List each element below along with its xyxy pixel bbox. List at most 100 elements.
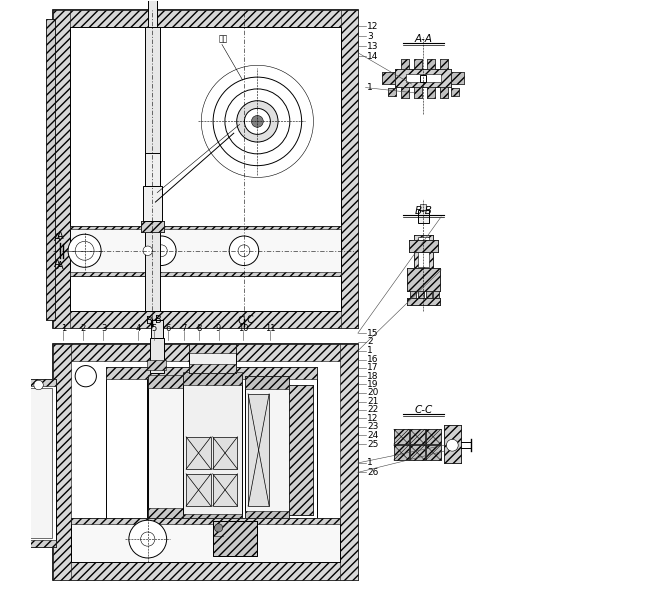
- Circle shape: [34, 380, 43, 390]
- Bar: [414, 234, 433, 270]
- Bar: [213, 521, 257, 556]
- Bar: [451, 88, 458, 96]
- Bar: [401, 87, 409, 98]
- Text: 10: 10: [238, 324, 248, 333]
- Bar: [451, 72, 464, 84]
- Circle shape: [230, 236, 259, 266]
- Bar: [213, 437, 237, 469]
- Bar: [407, 298, 440, 305]
- Bar: [106, 367, 317, 379]
- Bar: [389, 88, 396, 96]
- Bar: [14, 391, 23, 535]
- Bar: [25, 388, 52, 538]
- Bar: [151, 320, 162, 338]
- Bar: [14, 391, 23, 535]
- Bar: [410, 445, 424, 460]
- Bar: [53, 344, 358, 580]
- Bar: [440, 87, 448, 98]
- Text: 15: 15: [367, 329, 379, 337]
- Text: 17: 17: [367, 364, 379, 372]
- Bar: [407, 268, 440, 291]
- Bar: [213, 521, 257, 556]
- Bar: [186, 474, 211, 506]
- Circle shape: [183, 537, 205, 558]
- Bar: [434, 291, 439, 299]
- Bar: [149, 469, 164, 474]
- Bar: [147, 359, 166, 370]
- Bar: [53, 10, 358, 328]
- Bar: [189, 364, 236, 373]
- Text: A: A: [53, 233, 60, 243]
- Text: A: A: [57, 260, 64, 270]
- Text: 19: 19: [367, 380, 379, 389]
- Bar: [149, 446, 164, 451]
- Text: 3: 3: [367, 31, 373, 41]
- Bar: [70, 226, 342, 229]
- Bar: [418, 237, 429, 267]
- Bar: [149, 454, 164, 459]
- Bar: [410, 291, 417, 299]
- Circle shape: [75, 365, 96, 387]
- Bar: [426, 429, 441, 444]
- Bar: [183, 514, 242, 527]
- Bar: [183, 373, 242, 527]
- Bar: [53, 344, 71, 580]
- Text: 4: 4: [136, 324, 141, 333]
- Bar: [145, 27, 160, 311]
- Bar: [149, 338, 164, 373]
- Text: 5: 5: [151, 324, 156, 333]
- Bar: [186, 437, 211, 469]
- Bar: [70, 226, 342, 276]
- Bar: [410, 429, 424, 444]
- Bar: [426, 291, 432, 299]
- Text: 21: 21: [367, 397, 379, 406]
- Text: 26: 26: [367, 468, 379, 477]
- Bar: [410, 429, 424, 444]
- Text: 22: 22: [367, 406, 379, 415]
- Bar: [389, 88, 396, 96]
- Bar: [409, 240, 438, 252]
- Bar: [141, 221, 164, 232]
- Text: 11: 11: [265, 324, 275, 333]
- Bar: [149, 477, 164, 482]
- Bar: [53, 344, 358, 361]
- Text: A: A: [53, 259, 60, 269]
- Circle shape: [68, 234, 101, 267]
- Bar: [70, 27, 342, 311]
- Bar: [382, 72, 395, 84]
- Bar: [426, 429, 441, 444]
- Text: A: A: [57, 231, 64, 241]
- Text: C: C: [247, 314, 254, 324]
- Circle shape: [215, 524, 223, 532]
- Bar: [141, 221, 164, 232]
- Bar: [414, 59, 422, 69]
- Bar: [414, 59, 422, 69]
- Bar: [149, 484, 164, 489]
- Circle shape: [244, 109, 271, 135]
- Bar: [189, 344, 236, 353]
- Bar: [147, 379, 166, 527]
- Bar: [427, 59, 435, 69]
- Bar: [426, 291, 432, 299]
- Text: B: B: [146, 316, 153, 326]
- Text: 7: 7: [182, 324, 187, 333]
- Bar: [394, 429, 409, 444]
- Bar: [421, 204, 426, 210]
- Bar: [418, 210, 429, 223]
- Bar: [148, 508, 192, 521]
- Circle shape: [201, 65, 314, 177]
- Bar: [427, 87, 435, 98]
- Bar: [21, 379, 56, 547]
- Text: 軸承: 軸承: [219, 34, 228, 43]
- Bar: [451, 88, 458, 96]
- Bar: [444, 425, 460, 463]
- Circle shape: [252, 116, 263, 127]
- Bar: [382, 72, 395, 84]
- Bar: [409, 240, 438, 252]
- Text: 12: 12: [367, 413, 379, 423]
- Bar: [106, 367, 317, 538]
- Bar: [53, 10, 70, 328]
- Bar: [410, 291, 417, 299]
- Bar: [440, 59, 448, 69]
- Text: 16: 16: [367, 355, 379, 364]
